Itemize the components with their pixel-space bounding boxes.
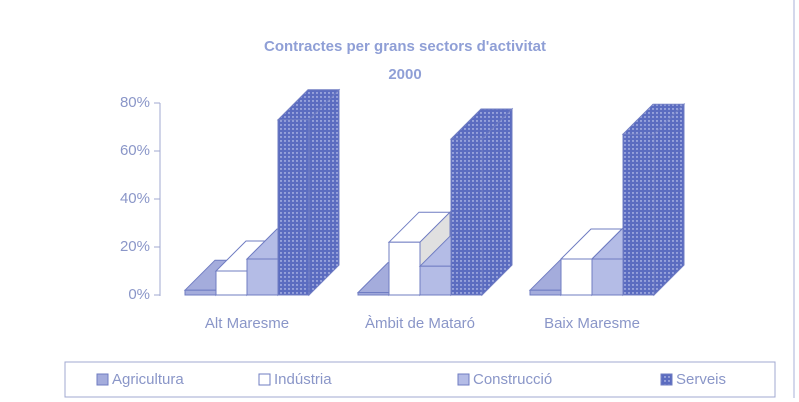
x-tick-label: Baix Maresme bbox=[544, 315, 640, 332]
legend-label: Construcció bbox=[473, 371, 552, 388]
y-tick-label: 0% bbox=[128, 286, 150, 303]
bar bbox=[215, 270, 248, 296]
legend-label: Agricultura bbox=[112, 371, 184, 388]
bar bbox=[277, 119, 310, 296]
legend-swatch bbox=[96, 373, 109, 386]
bar bbox=[591, 258, 624, 296]
bar bbox=[357, 292, 390, 296]
bar bbox=[419, 265, 452, 296]
bar bbox=[450, 138, 483, 296]
bar-side bbox=[481, 107, 513, 297]
chart-subtitle: 2000 bbox=[388, 66, 421, 83]
legend-swatch bbox=[457, 373, 470, 386]
y-tick-label: 20% bbox=[120, 238, 150, 255]
legend-box bbox=[64, 361, 776, 398]
bar-side bbox=[653, 102, 685, 297]
bar-side bbox=[308, 88, 340, 297]
bar bbox=[622, 133, 655, 296]
x-tick-label: Àmbit de Mataró bbox=[365, 315, 475, 332]
legend-label: Serveis bbox=[676, 371, 726, 388]
x-tick-label: Alt Maresme bbox=[205, 315, 289, 332]
legend-label: Indústria bbox=[274, 371, 332, 388]
chart-title: Contractes per grans sectors d'activitat bbox=[264, 38, 546, 55]
bar bbox=[246, 258, 279, 296]
bar bbox=[388, 241, 421, 296]
bar bbox=[560, 258, 593, 296]
bar bbox=[184, 289, 217, 296]
bar bbox=[529, 289, 562, 296]
legend-swatch bbox=[258, 373, 271, 386]
y-tick-label: 40% bbox=[120, 190, 150, 207]
y-tick-label: 80% bbox=[120, 94, 150, 111]
legend-swatch bbox=[660, 373, 673, 386]
y-tick-label: 60% bbox=[120, 142, 150, 159]
